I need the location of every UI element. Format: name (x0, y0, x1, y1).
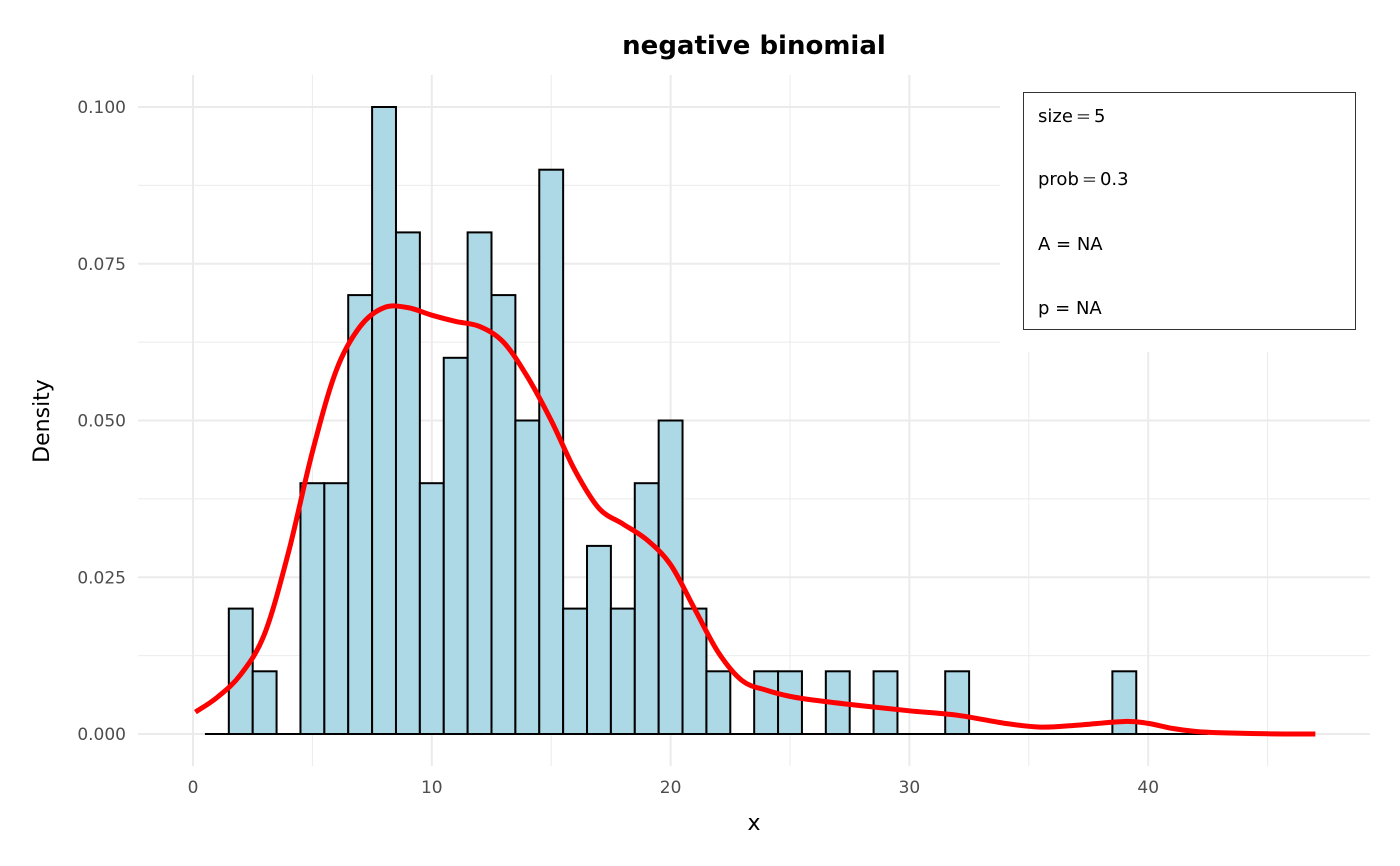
stats-legend: size = 5 prob = 0.3 A = NA p = NA (1023, 92, 1356, 330)
legend-p: p = NA (1038, 298, 1102, 319)
histogram-bar (442, 356, 469, 735)
histogram-bar (944, 670, 971, 735)
x-tick-label: 30 (899, 778, 921, 798)
histogram-bar (753, 670, 780, 735)
legend-size: size = 5 (1038, 106, 1105, 127)
legend-a: A = NA (1038, 234, 1103, 255)
legend-box (1023, 92, 1356, 330)
histogram-bar (872, 670, 899, 735)
x-tick-label: 0 (188, 778, 199, 798)
histogram-bar (633, 482, 660, 736)
y-axis-title: Density (30, 379, 55, 463)
histogram-bar (609, 607, 636, 735)
y-tick-label: 0.050 (77, 412, 126, 432)
y-tick-label: 0.075 (77, 255, 126, 275)
histogram-bar (371, 106, 397, 735)
histogram-bar (705, 670, 732, 735)
y-tick-label: 0.025 (77, 568, 126, 588)
histogram-bar (299, 482, 326, 736)
x-tick-label: 20 (660, 778, 682, 798)
histogram-bar (777, 670, 803, 735)
y-tick-label: 0.100 (77, 98, 126, 118)
x-axis-ticks: 0 10 20 30 40 (188, 778, 1159, 798)
legend-prob: prob = 0.3 (1038, 169, 1129, 190)
histogram-bar (1111, 670, 1138, 735)
histogram-bar (466, 231, 493, 735)
x-tick-label: 40 (1137, 778, 1159, 798)
histogram-bar (490, 294, 517, 735)
histogram-bar (586, 544, 612, 736)
density-curve (193, 303, 1316, 737)
chart-title: negative binomial (622, 31, 886, 61)
histogram-bar (347, 294, 374, 735)
y-tick-label: 0.000 (77, 725, 126, 745)
histogram-bar (418, 482, 445, 736)
histogram-bar (514, 419, 541, 735)
histogram-bar (657, 419, 684, 735)
histogram-bar (562, 607, 589, 735)
histogram-bar (538, 168, 565, 735)
histogram-bar (251, 670, 278, 735)
x-axis-title: x (747, 811, 760, 836)
x-tick-label: 10 (421, 778, 443, 798)
y-axis-ticks: 0.000 0.025 0.050 0.075 0.100 (77, 98, 126, 745)
histogram-bar (323, 482, 350, 736)
